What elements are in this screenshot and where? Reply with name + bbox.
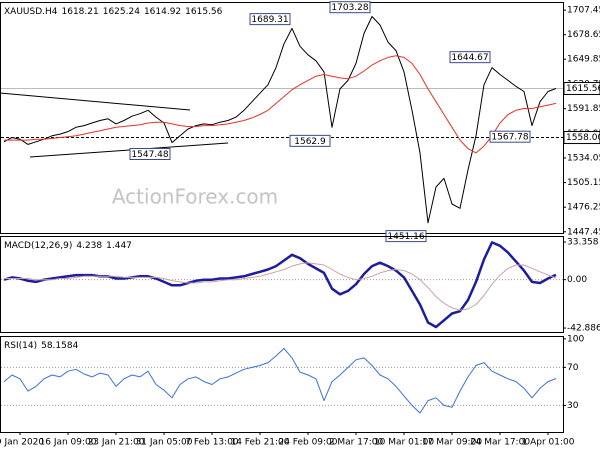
- readout-value: 58.1584: [41, 341, 78, 351]
- annotation-box: [489, 130, 531, 143]
- readout-value: 1614.92: [144, 7, 181, 17]
- y-tick-label: 70: [567, 363, 579, 373]
- level-box: [563, 131, 600, 145]
- annotation-label: 1689.31: [251, 15, 288, 25]
- last-price-label: 1615.56: [566, 84, 600, 94]
- x-tick-label: 7 Feb 13:00: [185, 438, 239, 448]
- x-tick-label: 23 Jan 21:00: [88, 438, 145, 448]
- last-price-box: [563, 81, 600, 95]
- annotation-label: 1562.9: [294, 137, 326, 147]
- level-label: 1558.00: [566, 133, 600, 143]
- panel-title: MACD(12,26,9) 4.238 1.447: [4, 241, 132, 251]
- annotation-box: [329, 1, 371, 14]
- x-tick-label: 24 Mar 17:00: [470, 438, 530, 448]
- readout-value: 1625.24: [103, 7, 140, 17]
- trendline: [0, 92, 191, 111]
- y-tick-label: -42.886: [567, 324, 600, 334]
- x-tick-label: 16 Jan 09:00: [40, 438, 97, 448]
- readout-value: 1.447: [106, 241, 132, 251]
- readout-value: 4.238: [76, 241, 102, 251]
- annotation-box: [449, 51, 491, 64]
- series-line: [4, 55, 557, 154]
- series-line: [3, 347, 557, 414]
- x-tick-label: 14 Feb 21:00: [230, 438, 289, 448]
- series-line: [3, 16, 557, 224]
- annotation-box: [289, 134, 331, 147]
- title-text: RSI(14): [4, 341, 37, 351]
- panel-title: RSI(14) 58.1584: [4, 341, 79, 351]
- annotation-box: [129, 147, 171, 160]
- y-tick-label: 1447.45: [567, 227, 600, 237]
- annotation-label: 1547.48: [131, 150, 168, 160]
- y-tick-label: 1591.85: [567, 104, 600, 114]
- title-text: XAUUSD.H4: [4, 7, 58, 17]
- watermark: ActionForex.com: [112, 185, 278, 209]
- x-tick-label: 1 Apr 01:00: [522, 438, 575, 448]
- series-line: [3, 241, 557, 329]
- trendline: [29, 142, 229, 158]
- y-tick-label: 100: [567, 334, 584, 344]
- x-tick-label: 31 Jan 05:00: [136, 438, 193, 448]
- readout-value: 1615.56: [185, 7, 222, 17]
- y-tick-label: 1707.45: [567, 6, 600, 16]
- readout-value: 1618.21: [62, 7, 99, 17]
- annotation-label: 1644.67: [451, 53, 488, 63]
- y-tick-label: 1505.15: [567, 178, 600, 188]
- panel-frame: [0, 336, 564, 433]
- y-tick-label: 33.358: [567, 238, 599, 248]
- x-tick-label: 10 Mar 01:00: [374, 438, 434, 448]
- series-line: [4, 262, 557, 311]
- annotation-label: 1567.78: [491, 133, 528, 143]
- panel-frame: [0, 236, 564, 333]
- annotation-box: [249, 13, 291, 26]
- y-tick-label: 1678.65: [567, 30, 600, 40]
- x-tick-label: 17 Mar 09:00: [422, 438, 482, 448]
- annotation-label: 1703.28: [331, 3, 368, 13]
- panel-title: XAUUSD.H4 1618.21 1625.24 1614.92 1615.56: [4, 7, 223, 17]
- x-tick-label: 2 Mar 17:00: [329, 438, 384, 448]
- panel-frame: [0, 2, 564, 234]
- annotation-label: 1451.16: [387, 232, 424, 242]
- y-tick-label: 1476.25: [567, 203, 600, 213]
- x-tick-label: 24 Feb 09:00: [278, 438, 337, 448]
- y-tick-label: 1534.05: [567, 153, 600, 163]
- y-tick-label: 1649.85: [567, 55, 600, 65]
- title-text: MACD(12,26,9): [4, 241, 72, 251]
- x-tick-label: 9 Jan 2020: [0, 438, 44, 448]
- y-tick-label: 0.00: [567, 275, 587, 285]
- y-tick-label: 30: [567, 401, 579, 411]
